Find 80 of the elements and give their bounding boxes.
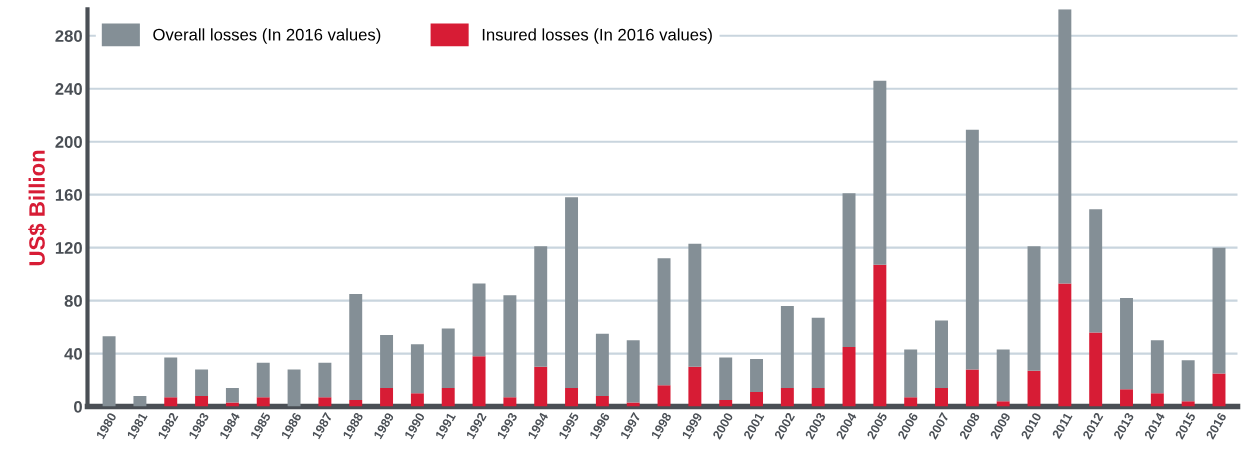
- bar: [472, 356, 486, 407]
- bar: [441, 388, 455, 407]
- bar: [410, 344, 424, 394]
- bar: [626, 340, 640, 403]
- bar: [256, 397, 270, 407]
- bar: [1120, 389, 1133, 407]
- legend-label: Insured losses (In 2016 values): [482, 28, 712, 44]
- bar: [904, 397, 918, 407]
- bar: [1058, 283, 1072, 407]
- bar: [534, 246, 548, 367]
- bar: [595, 333, 609, 396]
- bar: [318, 362, 332, 398]
- bar: [380, 335, 394, 389]
- bar: [287, 369, 301, 407]
- bar: [1150, 340, 1164, 394]
- bar: [750, 391, 764, 407]
- bar: [349, 293, 363, 400]
- bar: [441, 328, 455, 389]
- bar: [1212, 247, 1226, 374]
- bar: [935, 320, 948, 389]
- bar: [842, 193, 856, 347]
- bar: [719, 399, 733, 407]
- bar: [842, 346, 856, 407]
- bar: [873, 80, 887, 265]
- bar: [1027, 246, 1041, 371]
- bar: [410, 393, 424, 407]
- bar: [780, 305, 794, 389]
- bar: [873, 264, 887, 407]
- y-tick-label: 200: [55, 136, 82, 148]
- bar: [688, 366, 702, 407]
- legend-label: Overall losses (In 2016 values): [153, 28, 381, 44]
- bar: [164, 397, 178, 407]
- bar: [472, 283, 486, 357]
- bar: [750, 358, 764, 392]
- y-tick-label: 0: [74, 400, 82, 413]
- bar: [657, 258, 671, 386]
- bar: [102, 336, 116, 407]
- y-tick-label: 240: [55, 83, 82, 95]
- bar: [935, 388, 948, 407]
- bar: [1181, 401, 1195, 407]
- bar: [225, 388, 239, 403]
- bar: [965, 129, 979, 370]
- bar: [1150, 393, 1164, 407]
- bar: [1181, 360, 1195, 402]
- bar: [1120, 297, 1133, 390]
- bar: [811, 317, 825, 389]
- bar: [904, 349, 918, 398]
- bar: [996, 349, 1010, 402]
- bar: [534, 366, 548, 407]
- bar: [688, 243, 702, 367]
- bar: [349, 399, 363, 407]
- y-tick-label: 120: [55, 242, 82, 254]
- bar: [1058, 9, 1072, 284]
- bar: [780, 388, 794, 407]
- bar: [565, 388, 579, 407]
- bar: [1027, 370, 1041, 407]
- bar: [380, 388, 394, 407]
- bar: [595, 395, 609, 407]
- y-tick-label: 160: [55, 189, 82, 201]
- bar: [195, 395, 209, 407]
- y-axis-title: US$ Billion: [28, 150, 47, 266]
- bar: [195, 369, 209, 396]
- bar: [1089, 332, 1103, 407]
- y-tick-label: 280: [55, 30, 82, 42]
- bar: [503, 295, 517, 398]
- bar: [256, 362, 270, 398]
- bar: [719, 357, 733, 400]
- y-tick-label: 80: [64, 295, 82, 307]
- bar: [811, 388, 825, 407]
- bar: [1089, 209, 1103, 333]
- bar: [996, 401, 1010, 407]
- bar: [657, 385, 671, 407]
- bar: [1212, 373, 1226, 407]
- y-tick-label: 40: [64, 347, 82, 360]
- bar: [965, 369, 979, 407]
- bar: [503, 397, 517, 407]
- bar: [164, 357, 178, 398]
- bar: [133, 395, 147, 407]
- bar: [318, 397, 332, 407]
- bar: [565, 197, 579, 389]
